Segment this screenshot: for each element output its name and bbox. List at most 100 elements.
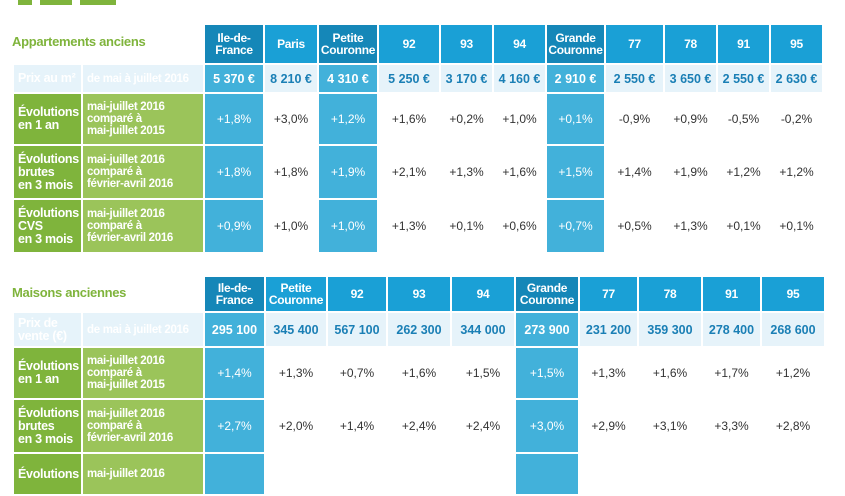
value-cell: +2,9% (580, 400, 637, 452)
row-period: mai-juillet 2016 comparé à mai-juillet 201… (83, 94, 203, 144)
value-cell: -0,5% (718, 94, 769, 144)
row-label: Évolutions en 1 an (14, 94, 81, 144)
value-cell: +2,1% (379, 146, 439, 198)
value-cell: +0,7% (547, 200, 604, 252)
value-cell: 8 210 € (265, 65, 317, 92)
value-cell: 2 550 € (606, 65, 663, 92)
value-cell: 278 400 (703, 313, 760, 346)
row-label: Prix de vente (€) (14, 313, 81, 346)
value-cell: +1,0% (265, 200, 317, 252)
top-decoration (0, 0, 130, 6)
row-period: de mai à juillet 2016 (83, 65, 203, 92)
value-cell: +2,4% (452, 400, 514, 452)
value-cell: +1,0% (319, 200, 377, 252)
table-row: Évolutions brutes en 3 mois mai-juillet 201… (14, 146, 822, 198)
header-blank (83, 277, 203, 311)
value-cell: +1,6% (494, 146, 545, 198)
column-header: Petite Couronne (319, 25, 377, 63)
row-label: Évolutions en 1 an (14, 348, 81, 398)
column-header: Petite Couronne (266, 277, 326, 311)
value-cell (388, 454, 450, 494)
value-cell: +1,6% (639, 348, 701, 398)
value-cell: +3,1% (639, 400, 701, 452)
column-header: 94 (452, 277, 514, 311)
header-blank (83, 25, 203, 63)
value-cell: 359 300 (639, 313, 701, 346)
value-cell: +2,8% (762, 400, 824, 452)
value-cell: +1,2% (319, 94, 377, 144)
row-period: mai-juillet 2016 comparé à février-avril 2… (83, 146, 203, 198)
row-label: Évolutions (14, 454, 81, 494)
column-header: 93 (388, 277, 450, 311)
value-cell (516, 454, 578, 494)
apartments-title: Appartements anciens (12, 34, 146, 49)
column-header: 77 (606, 25, 663, 63)
value-cell: +3,0% (265, 94, 317, 144)
value-cell: +1,3% (441, 146, 492, 198)
value-cell: +1,4% (328, 400, 386, 452)
value-cell: +1,6% (388, 348, 450, 398)
column-header: Grande Couronne (516, 277, 578, 311)
value-cell (762, 454, 824, 494)
value-cell: +1,8% (265, 146, 317, 198)
value-cell: +0,6% (494, 200, 545, 252)
row-period: mai-juillet 2016 (83, 454, 203, 494)
table-row: Évolutions mai-juillet 2016 (14, 454, 824, 494)
value-cell: +1,8% (205, 94, 263, 144)
value-cell: 231 200 (580, 313, 637, 346)
value-cell (703, 454, 760, 494)
value-cell: +3,3% (703, 400, 760, 452)
value-cell: +0,9% (205, 200, 263, 252)
value-cell: +1,3% (665, 200, 716, 252)
column-header: 78 (639, 277, 701, 311)
value-cell: +1,4% (205, 348, 264, 398)
table-row: Évolutions en 1 an mai-juillet 2016 comparé… (14, 94, 822, 144)
value-cell: +2,7% (205, 400, 264, 452)
row-label: Évolutions brutes en 3 mois (14, 146, 81, 198)
value-cell: 3 170 € (441, 65, 492, 92)
column-header: 92 (379, 25, 439, 63)
value-cell: +1,0% (494, 94, 545, 144)
table-row: Évolutions en 1 an mai-juillet 2016 comparé… (14, 348, 824, 398)
row-label: Prix au m² (14, 65, 81, 92)
value-cell: +1,9% (319, 146, 377, 198)
value-cell: 344 000 (452, 313, 514, 346)
row-period: mai-juillet 2016 comparé à février-avril 2… (83, 400, 203, 452)
value-cell: 345 400 (266, 313, 326, 346)
value-cell (328, 454, 386, 494)
column-header: 77 (580, 277, 637, 311)
value-cell: +0,2% (441, 94, 492, 144)
value-cell: 295 100 (205, 313, 264, 346)
value-cell: +1,9% (665, 146, 716, 198)
value-cell: +0,1% (718, 200, 769, 252)
value-cell: 273 900 (516, 313, 578, 346)
value-cell: +1,8% (205, 146, 263, 198)
row-label: Évolutions brutes en 3 mois (14, 400, 81, 452)
value-cell: +1,5% (516, 348, 578, 398)
value-cell: 268 600 (762, 313, 824, 346)
column-header: 92 (328, 277, 386, 311)
value-cell: 2 630 € (771, 65, 822, 92)
value-cell: +1,4% (606, 146, 663, 198)
value-cell: 3 650 € (665, 65, 716, 92)
column-header: Grande Couronne (547, 25, 604, 63)
value-cell: +0,1% (547, 94, 604, 144)
value-cell (580, 454, 637, 494)
houses-table: Ile-de- France Petite Couronne 92 93 94 Grande C… (12, 275, 826, 496)
column-header: 78 (665, 25, 716, 63)
value-cell: -0,2% (771, 94, 822, 144)
value-cell (205, 454, 264, 494)
row-period: mai-juillet 2016 comparé à février-avril 2… (83, 200, 203, 252)
column-header: 95 (762, 277, 824, 311)
value-cell: +2,0% (266, 400, 326, 452)
value-cell: -0,9% (606, 94, 663, 144)
value-cell: 567 100 (328, 313, 386, 346)
column-header: Paris (265, 25, 317, 63)
value-cell: +0,5% (606, 200, 663, 252)
column-header: 91 (703, 277, 760, 311)
value-cell: +0,1% (441, 200, 492, 252)
value-cell: +0,9% (665, 94, 716, 144)
value-cell: 4 310 € (319, 65, 377, 92)
value-cell: +1,5% (452, 348, 514, 398)
value-cell: +0,1% (771, 200, 822, 252)
